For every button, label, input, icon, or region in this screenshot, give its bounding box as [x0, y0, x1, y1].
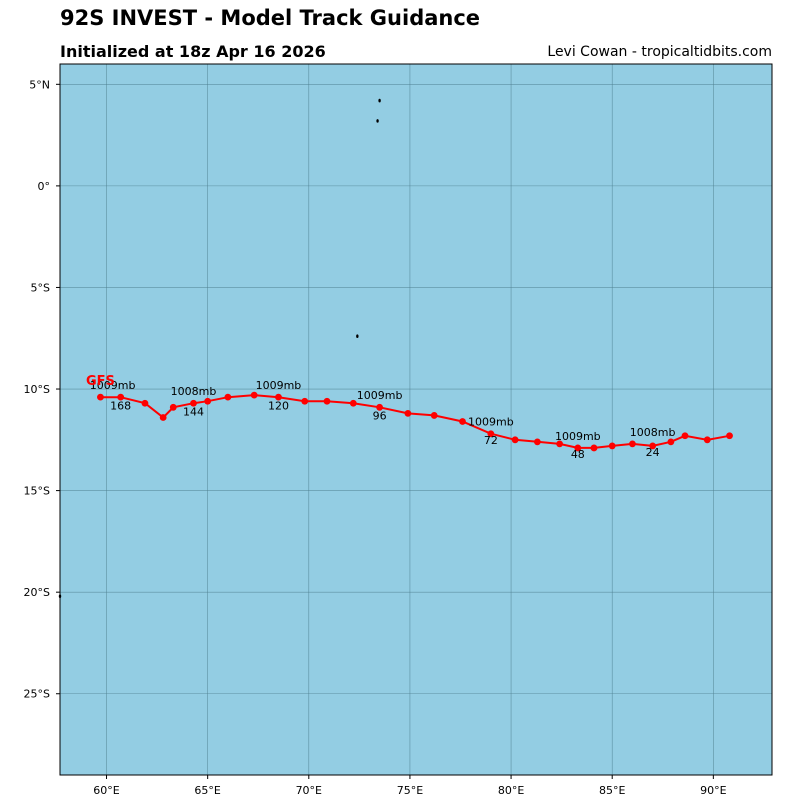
lon-tick-label: 80°E	[498, 784, 524, 797]
credit-text: Levi Cowan - tropicaltidbits.com	[547, 44, 772, 60]
island-north-2	[376, 119, 379, 123]
lat-tick-label: 5°N	[29, 78, 50, 91]
track-point	[487, 430, 495, 438]
pressure-label: 1009mb	[468, 416, 514, 429]
forecast-hour-label: 168	[110, 399, 131, 412]
track-point	[117, 393, 125, 401]
lon-tick-label: 60°E	[93, 784, 119, 797]
track-point	[667, 438, 675, 446]
track-point	[275, 393, 282, 401]
pressure-label: 1009mb	[256, 379, 302, 392]
forecast-hour-label: 96	[373, 410, 387, 423]
track-point	[556, 440, 564, 448]
pressure-label: 1008mb	[171, 385, 217, 398]
track-point	[574, 444, 582, 452]
track-point	[533, 438, 541, 446]
lon-tick-label: 75°E	[397, 784, 423, 797]
track-point	[323, 397, 331, 405]
track-point	[681, 432, 689, 440]
forecast-hour-label: 48	[571, 448, 585, 461]
track-point	[376, 403, 383, 411]
pressure-label: 1008mb	[630, 426, 676, 439]
island-chagos	[356, 334, 359, 339]
lat-tick-label: 25°S	[24, 688, 50, 701]
forecast-hour-label: 24	[646, 446, 660, 459]
lon-tick-label: 65°E	[194, 784, 220, 797]
chart-title: 92S INVEST - Model Track Guidance	[60, 6, 481, 30]
track-point	[97, 393, 104, 401]
track-point	[608, 442, 616, 450]
forecast-hour-label: 120	[268, 399, 289, 412]
lat-tick-label: 20°S	[24, 586, 50, 599]
island-north-1	[378, 98, 381, 103]
model-label: GFS	[86, 374, 115, 389]
track-point	[301, 397, 309, 405]
track-point	[349, 399, 357, 407]
pressure-label: 1009mb	[555, 430, 601, 443]
lon-tick-label: 90°E	[700, 784, 726, 797]
track-point	[726, 432, 733, 440]
map-frame	[59, 63, 773, 776]
track-point	[649, 442, 657, 450]
track-point	[190, 399, 197, 407]
lat-tick-label: 0°	[38, 180, 51, 193]
track-point	[169, 403, 177, 411]
track-point	[224, 393, 232, 401]
track-point	[590, 444, 598, 452]
track-point	[141, 399, 149, 407]
forecast-hour-label: 72	[484, 434, 498, 447]
lat-tick-label: 5°S	[31, 281, 50, 294]
track-point	[159, 414, 167, 421]
track-point	[404, 410, 412, 417]
track-point	[703, 436, 711, 444]
ocean-area	[60, 64, 772, 775]
lon-tick-label: 70°E	[296, 784, 322, 797]
track-point	[430, 412, 438, 419]
chart-subtitle: Initialized at 18z Apr 16 2026	[60, 42, 326, 61]
pressure-label: 1009mb	[90, 379, 136, 392]
track-point	[250, 391, 258, 399]
track-point	[511, 436, 519, 444]
pressure-label: 1009mb	[357, 389, 403, 402]
track-point	[204, 397, 212, 405]
lat-tick-label: 15°S	[24, 485, 50, 498]
forecast-hour-label: 144	[183, 405, 204, 418]
lon-tick-label: 85°E	[599, 784, 625, 797]
track-point	[459, 418, 466, 425]
lat-tick-label: 10°S	[24, 383, 50, 396]
track-point	[629, 440, 636, 448]
